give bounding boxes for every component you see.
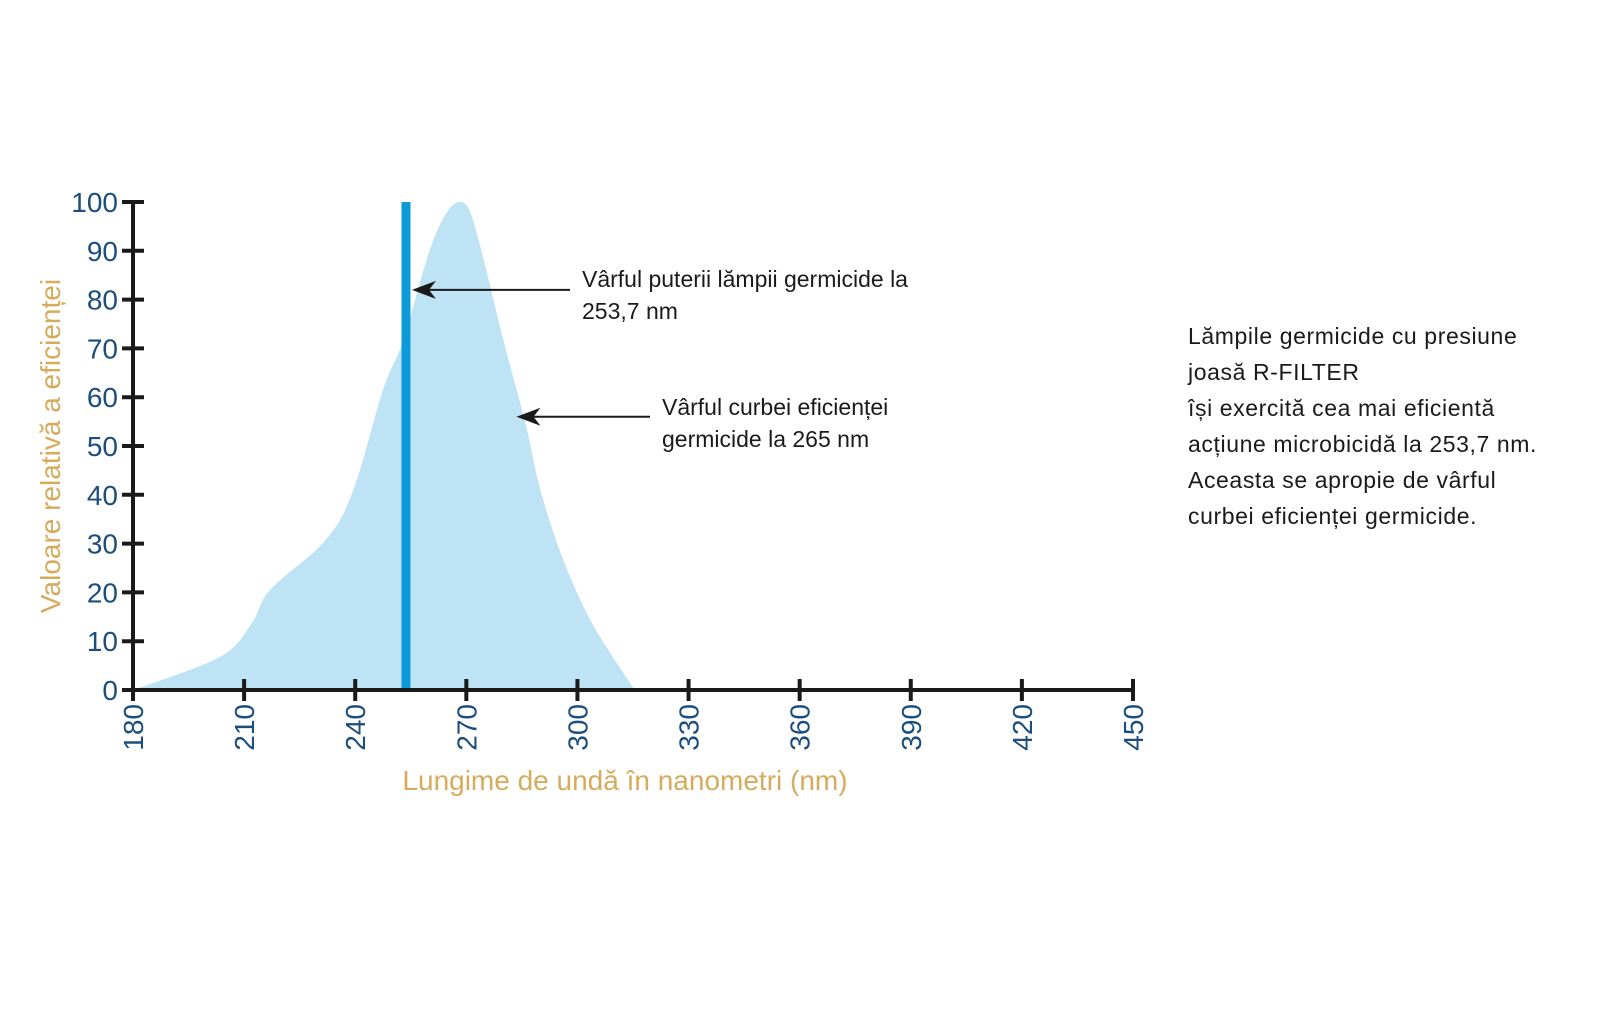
x-tick-label: 420 bbox=[1007, 704, 1038, 751]
efficiency-curve-area bbox=[133, 201, 635, 691]
y-tick-label: 30 bbox=[87, 529, 118, 560]
x-tick-label: 240 bbox=[340, 704, 371, 751]
y-tick-label: 80 bbox=[87, 285, 118, 316]
y-axis-label: Valoare relativă a eficienței bbox=[35, 279, 66, 613]
y-tick-label: 100 bbox=[71, 187, 118, 218]
x-tick-label: 300 bbox=[562, 704, 593, 751]
y-tick-label: 0 bbox=[102, 675, 118, 706]
arrow-head-icon bbox=[411, 280, 436, 299]
arrow-head-icon bbox=[516, 407, 541, 426]
y-tick-label: 20 bbox=[87, 577, 118, 608]
side-description: Lămpile germicide cu presiune joasă R-FI… bbox=[1188, 318, 1537, 534]
side-text-line: Aceasta se apropie de vârful bbox=[1188, 467, 1497, 493]
x-tick-label: 180 bbox=[118, 704, 149, 751]
y-tick-label: 50 bbox=[87, 431, 118, 462]
annotation-text: germicide la 265 nm bbox=[662, 426, 869, 452]
y-tick-label: 10 bbox=[87, 626, 118, 657]
x-tick-label: 390 bbox=[896, 704, 927, 751]
side-text-line: Lămpile germicide cu presiune bbox=[1188, 323, 1518, 349]
side-text-line: acțiune microbicidă la 253,7 nm. bbox=[1188, 431, 1538, 457]
x-tick-label: 330 bbox=[674, 704, 705, 751]
annotation-text: Vârful curbei eficienței bbox=[662, 394, 888, 420]
annotation-text: 253,7 nm bbox=[582, 298, 678, 324]
annotation-text: Vârful puterii lămpii germicide la bbox=[582, 266, 908, 292]
lamp-peak-line bbox=[401, 202, 411, 690]
y-tick-label: 70 bbox=[87, 333, 118, 364]
side-text-line: curbei eficienței germicide. bbox=[1188, 503, 1478, 529]
x-axis-label: Lungime de undă în nanometri (nm) bbox=[402, 765, 847, 796]
x-tick-label: 360 bbox=[785, 704, 816, 751]
side-text-line: joasă R-FILTER bbox=[1188, 359, 1360, 385]
side-text-line: își exercită cea mai eficientă bbox=[1188, 395, 1495, 421]
x-tick-label: 210 bbox=[229, 704, 260, 751]
y-tick-label: 40 bbox=[87, 480, 118, 511]
y-tick-label: 60 bbox=[87, 382, 118, 413]
x-tick-label: 270 bbox=[451, 704, 482, 751]
y-tick-label: 90 bbox=[87, 236, 118, 267]
x-tick-label: 450 bbox=[1118, 704, 1149, 751]
